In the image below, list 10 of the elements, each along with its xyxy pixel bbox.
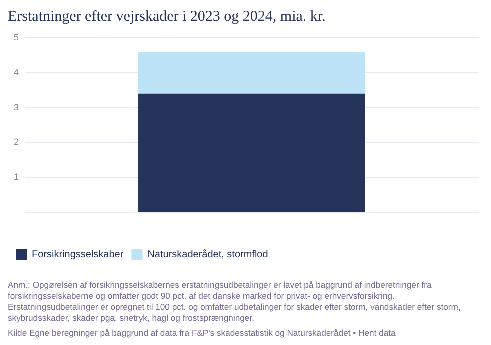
legend-label: Forsikringsselskaber (32, 249, 124, 260)
y-tick-label: 4 (14, 67, 20, 78)
y-tick-label: 5 (14, 32, 20, 42)
y-tick-label: 1 (14, 172, 20, 182)
y-tick-label: 2 (14, 137, 20, 148)
text: Kilde Egne beregninger på baggrund af data fra F&P's skadesstatistik og Naturskaderådet • Hent data (8, 328, 397, 339)
legend-label: Naturskaderådet, stormflod (148, 248, 268, 260)
text: Anm.: Opgørelsen af forsikringsselskabernes erstatningsudbetalinger er lavet på baggrund af indberetninger fra forsikringsselskaberne og omfatter godt 90 pct. af det danske marked for privat- og erhvervsforsikring. Erstatningsudbetalinger er opregnet til 100 pct. og omfatter udbetalinger for skader efter storm, vandskader efter storm, skybrudsskader, skader pga. snetryk, hagl og frostsprængninger. (8, 280, 462, 324)
y-tick-label: 3 (14, 102, 20, 112)
chart-title: Erstatninger efter vejrskader i 2023 og 2024, mia. kr. (8, 8, 326, 25)
